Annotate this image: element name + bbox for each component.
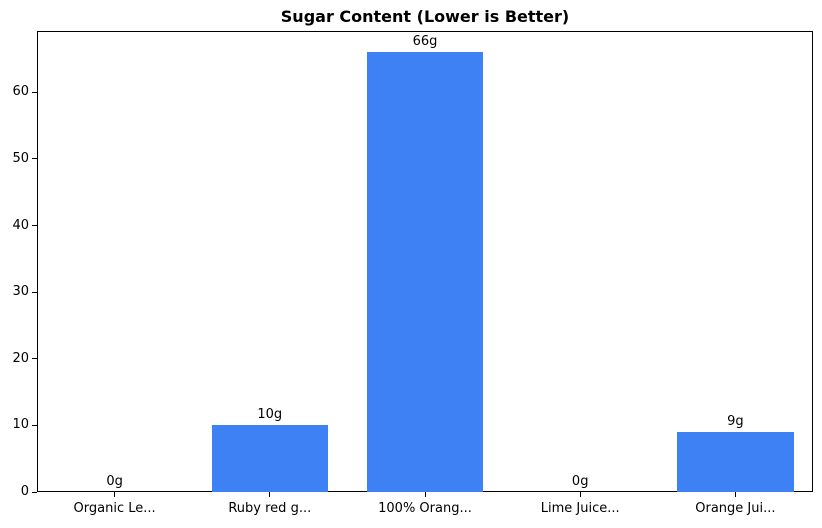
- y-tick-label: 0: [20, 484, 29, 499]
- chart-title: Sugar Content (Lower is Better): [280, 7, 570, 26]
- y-tick-mark: [32, 358, 37, 360]
- bar-value-label: 0g: [106, 474, 123, 489]
- bar-value-label: 0g: [571, 474, 589, 489]
- bar: [211, 425, 328, 492]
- y-tick-mark: [32, 91, 37, 93]
- bar-value-label: 9g: [727, 414, 744, 430]
- x-tick-mark: [734, 492, 736, 497]
- y-tick-label: 50: [12, 150, 29, 166]
- x-tick-label: Ruby red g...: [228, 501, 312, 516]
- bar-value-label: 66g: [412, 34, 438, 50]
- y-tick-label: 60: [12, 84, 29, 100]
- y-tick-mark: [32, 491, 37, 493]
- x-tick-mark: [269, 492, 271, 497]
- x-tick-mark: [114, 492, 116, 497]
- y-tick-label: 10: [12, 417, 29, 433]
- y-tick-mark: [32, 291, 37, 293]
- y-tick-label: 20: [12, 350, 29, 366]
- x-tick-label: 100% Orang...: [378, 501, 472, 516]
- x-tick-mark: [579, 492, 581, 497]
- y-tick-label: 30: [12, 284, 29, 300]
- y-tick-mark: [32, 225, 37, 227]
- bar: [366, 52, 484, 492]
- bar-value-label: 10g: [257, 407, 283, 423]
- x-tick-label: Orange Jui...: [695, 501, 776, 516]
- x-tick-label: Organic Le...: [73, 501, 156, 516]
- y-tick-label: 40: [12, 217, 29, 233]
- x-tick-mark: [424, 492, 426, 497]
- x-tick-label: Lime Juice...: [540, 501, 620, 516]
- bar: [677, 432, 794, 492]
- y-tick-mark: [32, 158, 37, 160]
- y-tick-mark: [32, 424, 37, 426]
